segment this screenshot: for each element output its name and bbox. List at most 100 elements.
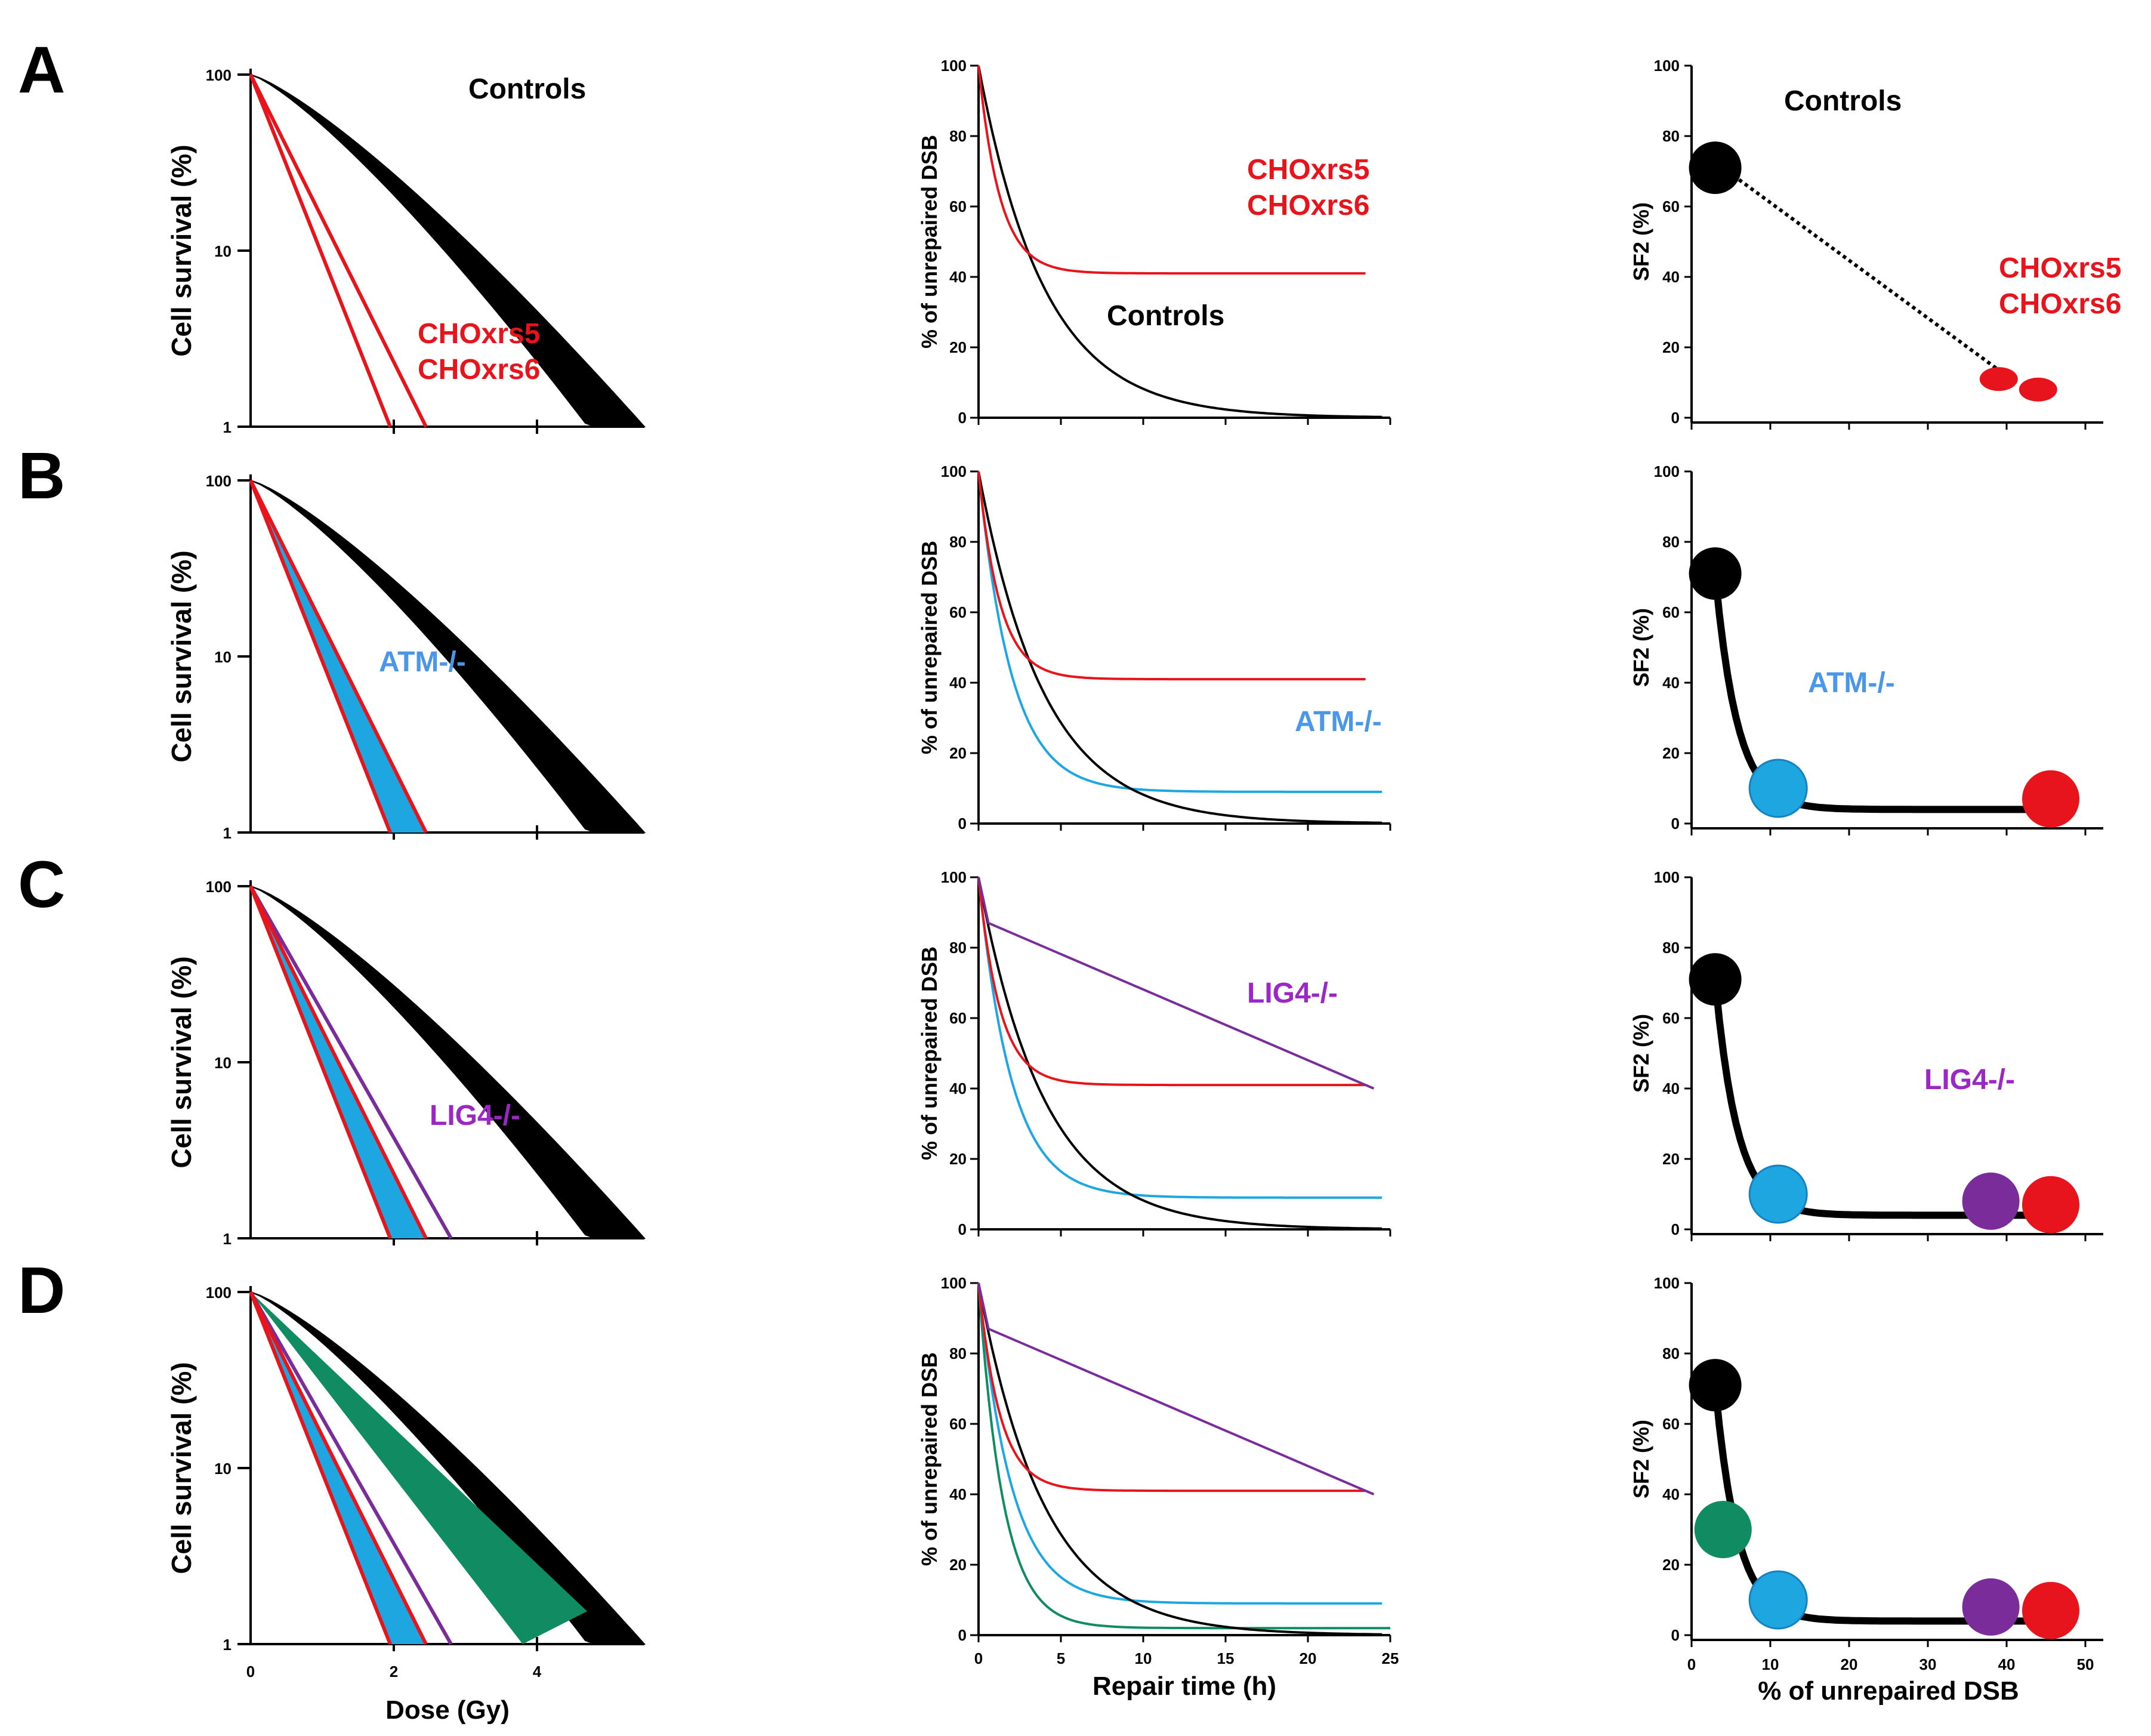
repair-cho-curve <box>977 877 1366 1087</box>
repair-y-tick-label: 80 <box>949 939 967 957</box>
survival-y-tick-label: 1 <box>223 1230 232 1248</box>
repair-controls-curve <box>977 1282 1382 1636</box>
repair-y-title: % of unrepaired DSB <box>917 1352 942 1566</box>
survival-x-tick-label: 0 <box>246 1663 255 1681</box>
panel-letter-b: B <box>18 439 65 513</box>
sf2-y-tick-label: 20 <box>1662 1150 1680 1168</box>
survival-cho-line-6 <box>249 1291 428 1645</box>
sf2-x-tick-label: 50 <box>2077 1655 2094 1673</box>
repair-x-tick-label: 20 <box>1300 1649 1317 1667</box>
sf2-y-tick-label: 80 <box>1662 533 1680 551</box>
repair-y-tick-label: 0 <box>958 1220 967 1238</box>
sf2-y-tick-label: 40 <box>1662 268 1680 286</box>
sf2-point-cho <box>2022 1176 2079 1234</box>
repair-y-tick-label: 100 <box>941 57 967 75</box>
sf2-y-tick-label: 0 <box>1671 1220 1680 1238</box>
survival-cho-line-6 <box>249 73 428 428</box>
sf2-y-tick-label: 80 <box>1662 1345 1680 1362</box>
repair-label-choxrs5: CHOxrs5 <box>1247 154 1369 186</box>
sf2-x-tick-label: 20 <box>1841 1655 1858 1673</box>
repair-cho-curve <box>977 1282 1366 1493</box>
sf2-point-controls <box>1689 953 1742 1006</box>
sf2-label-choxrs5: CHOxrs5 <box>1999 252 2121 284</box>
repair-y-tick-label: 80 <box>949 1345 967 1362</box>
repair-x-tick-label: 5 <box>1057 1649 1065 1667</box>
repair-y-tick-label: 40 <box>949 1080 967 1097</box>
survival-y-tick-label: 10 <box>214 1460 232 1478</box>
sf2-y-tick-label: 0 <box>1671 409 1680 427</box>
sf2-y-tick-label: 20 <box>1662 744 1680 762</box>
sf2-y-tick-label: 80 <box>1662 127 1680 145</box>
repair-y-tick-label: 40 <box>949 268 967 286</box>
survival-y-title: Cell survival (%) <box>166 550 197 762</box>
survival-label-atm: ATM-/- <box>379 646 466 678</box>
sf2-dotted-connector <box>1738 178 2000 372</box>
survival-label-choxrs6: CHOxrs6 <box>418 354 540 386</box>
repair-lig4-line <box>977 1282 1375 1496</box>
repair-label-choxrs6: CHOxrs6 <box>1247 190 1369 221</box>
sf2-y-tick-label: 100 <box>1654 462 1680 480</box>
repair-lig4-line <box>977 877 1375 1090</box>
sf2-y-title: SF2 (%) <box>1629 1014 1653 1093</box>
sf2-y-tick-label: 40 <box>1662 1485 1680 1503</box>
sf2-x-title: % of unrepaired DSB <box>1758 1676 2019 1706</box>
survival-x-tick-label: 4 <box>533 1663 542 1681</box>
survival-y-tick-label: 10 <box>214 242 232 260</box>
repair-label-atm: ATM-/- <box>1295 706 1382 738</box>
sf2-y-tick-label: 20 <box>1662 338 1680 356</box>
repair-x-tick-label: 25 <box>1382 1649 1399 1667</box>
sf2-x-tick-label: 30 <box>1919 1655 1937 1673</box>
repair-atm-curve <box>977 1282 1382 1605</box>
repair-y-tick-label: 0 <box>958 815 967 832</box>
sf2-y-title: SF2 (%) <box>1629 608 1653 687</box>
sf2-label-atm: ATM-/- <box>1808 667 1895 699</box>
survival-green-wedge <box>251 1292 587 1644</box>
repair-y-tick-label: 100 <box>941 868 967 886</box>
survival-y-tick-label: 100 <box>206 472 232 490</box>
repair-controls-curve <box>977 471 1382 824</box>
sf2-x-tick-label: 40 <box>1998 1655 2016 1673</box>
survival-lig4-line <box>249 1291 453 1645</box>
sf2-point-choxrs5 <box>1979 367 2018 391</box>
repair-cho-curve <box>977 65 1366 275</box>
sf2-point-lig4 <box>1962 1578 2020 1636</box>
sf2-y-tick-label: 40 <box>1662 1080 1680 1097</box>
sf2-y-tick-label: 100 <box>1654 1274 1680 1292</box>
survival-cho-line-5 <box>249 479 392 834</box>
repair-y-tick-label: 100 <box>941 1274 967 1292</box>
sf2-point-green <box>1694 1501 1752 1558</box>
repair-y-tick-label: 100 <box>941 462 967 480</box>
sf2-y-tick-label: 0 <box>1671 815 1680 832</box>
survival-controls-band <box>250 886 646 1239</box>
survival-y-title: Cell survival (%) <box>166 144 197 356</box>
sf2-point-lig4 <box>1962 1172 2020 1230</box>
repair-y-tick-label: 60 <box>949 1009 967 1027</box>
sf2-y-tick-label: 60 <box>1662 603 1680 621</box>
sf2-y-title: SF2 (%) <box>1629 1420 1653 1498</box>
survival-controls-band <box>250 1291 646 1645</box>
sf2-point-atm <box>1748 758 1808 818</box>
repair-y-tick-label: 0 <box>958 409 967 427</box>
sf2-y-tick-label: 40 <box>1662 674 1680 692</box>
survival-lig4-line <box>249 885 453 1239</box>
sf2-point-atm <box>1748 1570 1808 1630</box>
survival-cho-line-6 <box>249 479 428 834</box>
repair-y-tick-label: 60 <box>949 603 967 621</box>
survival-controls-band <box>250 74 646 427</box>
sf2-x-tick-label: 10 <box>1762 1655 1779 1673</box>
sf2-point-controls <box>1689 1359 1742 1412</box>
sf2-y-tick-label: 80 <box>1662 939 1680 957</box>
repair-label-controls: Controls <box>1107 300 1224 332</box>
survival-label-controls: Controls <box>468 73 586 105</box>
sf2-y-tick-label: 20 <box>1662 1556 1680 1574</box>
survival-y-title: Cell survival (%) <box>166 1362 197 1574</box>
repair-y-tick-label: 60 <box>949 1415 967 1433</box>
sf2-y-tick-label: 100 <box>1654 868 1680 886</box>
sf2-y-title: SF2 (%) <box>1629 202 1653 281</box>
survival-y-tick-label: 100 <box>206 1284 232 1302</box>
sf2-y-tick-label: 0 <box>1671 1626 1680 1644</box>
repair-green-curve <box>977 1282 1390 1630</box>
sf2-label-lig4: LIG4-/- <box>1924 1064 2015 1096</box>
repair-y-title: % of unrepaired DSB <box>917 541 942 754</box>
sf2-y-tick-label: 60 <box>1662 198 1680 215</box>
